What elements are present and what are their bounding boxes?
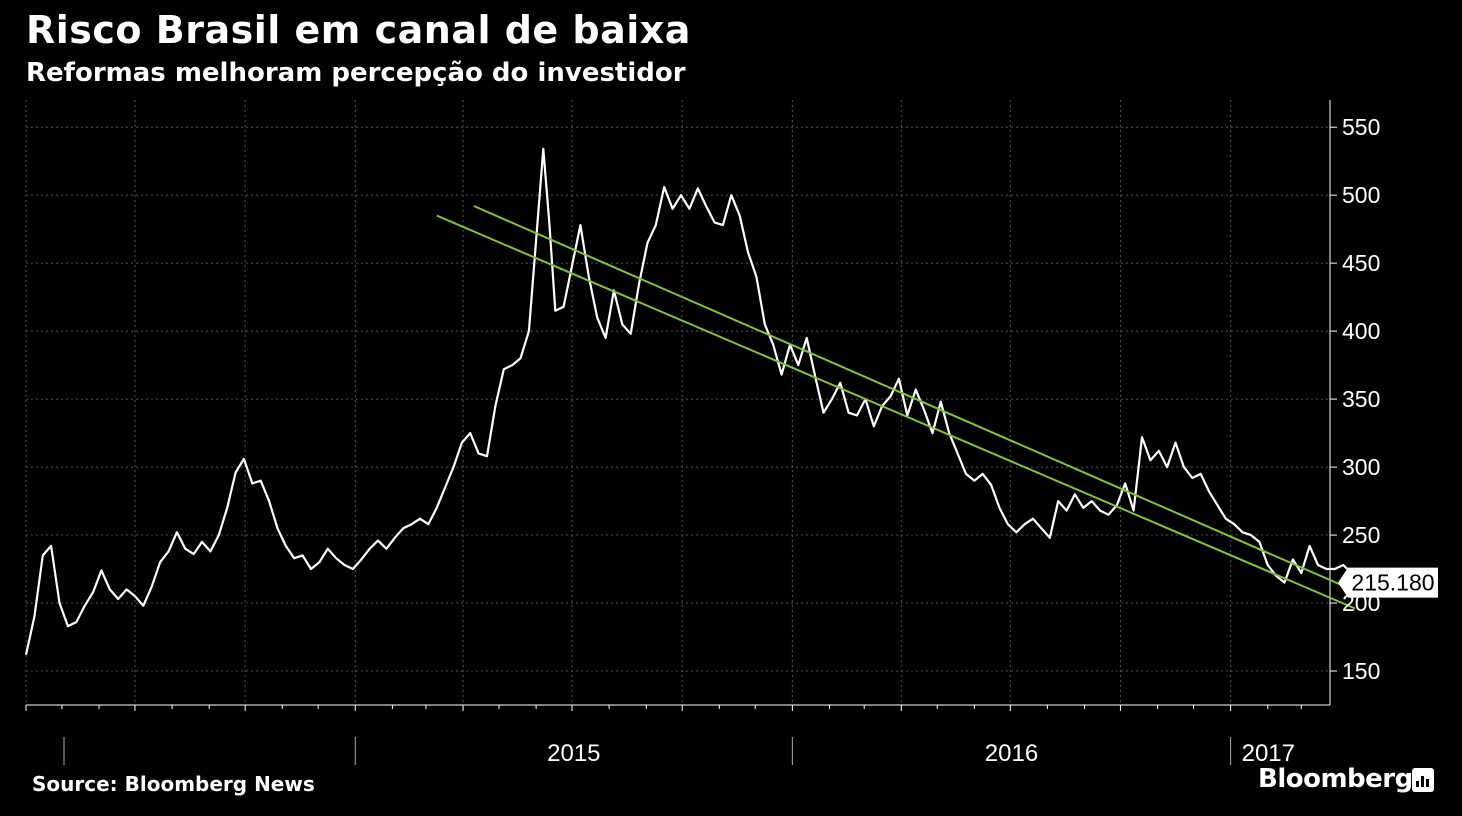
grid-lines: [25, 100, 1330, 705]
y-tick-label-400: 400: [1342, 318, 1380, 344]
y-tick-label-250: 250: [1342, 522, 1380, 548]
y-tick-label-150: 150: [1342, 658, 1380, 684]
channel-line-2: [436, 214, 1356, 610]
brand-logo: Bloomberg: [1258, 764, 1413, 794]
source-note: Source: Bloomberg News: [32, 772, 315, 796]
last-value-tag: [1338, 567, 1438, 598]
chart-title: Risco Brasil em canal de baixa: [26, 8, 691, 52]
series-line-risk: [24, 147, 1361, 655]
y-tick-label-350: 350: [1342, 386, 1380, 412]
y-tick-label-500: 500: [1342, 182, 1380, 208]
channel-line-1: [473, 205, 1368, 598]
y-tick-label-450: 450: [1342, 250, 1380, 276]
x-year-label-2015: 2015: [547, 740, 600, 767]
chart-subtitle: Reformas melhoram percepção do investido…: [26, 58, 686, 88]
bloomberg-chart-icon: [1412, 768, 1434, 792]
x-year-label-2017: 2017: [1242, 740, 1295, 767]
axes: [25, 100, 1337, 765]
series-layer: [24, 147, 1368, 655]
last-value-label: 215.180: [1351, 570, 1434, 596]
x-year-label-2016: 2016: [985, 740, 1038, 767]
y-tick-label-550: 550: [1342, 114, 1380, 140]
y-tick-label-300: 300: [1342, 454, 1380, 480]
